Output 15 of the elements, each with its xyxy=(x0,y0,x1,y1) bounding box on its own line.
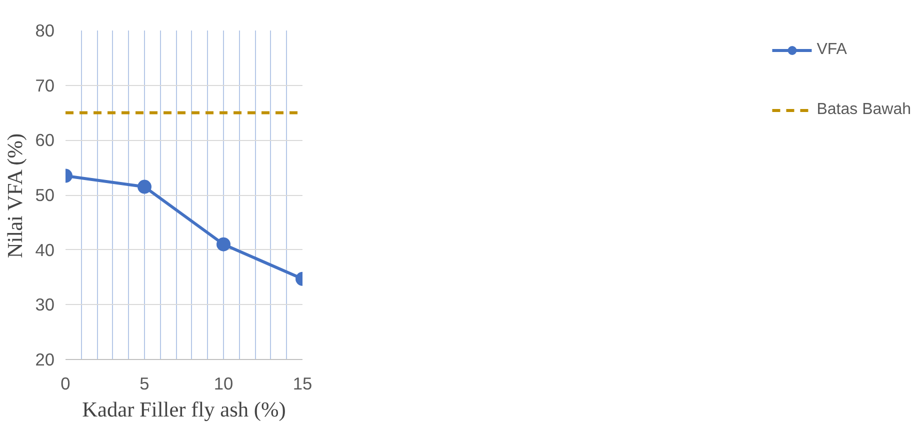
y-tick-label: 80 xyxy=(35,20,55,40)
legend-label: VFA xyxy=(816,41,847,59)
x-tick-label: 5 xyxy=(140,374,150,394)
x-tick-label: 15 xyxy=(292,374,312,394)
y-tick-label: 50 xyxy=(35,185,55,205)
y-tick-label: 70 xyxy=(35,75,55,96)
x-tick-label: 10 xyxy=(214,374,234,394)
x-tick-label: 0 xyxy=(60,374,70,394)
x-axis-title: Kadar Filler fly ash (%) xyxy=(82,398,286,422)
y-axis-title: Nilai VFA (%) xyxy=(3,133,28,258)
y-tick-label: 60 xyxy=(35,130,55,150)
y-tick-label: 20 xyxy=(35,350,55,370)
y-tick-label: 30 xyxy=(35,294,55,315)
legend-label: Batas Bawah xyxy=(816,101,911,119)
y-tick-label: 40 xyxy=(35,240,55,260)
